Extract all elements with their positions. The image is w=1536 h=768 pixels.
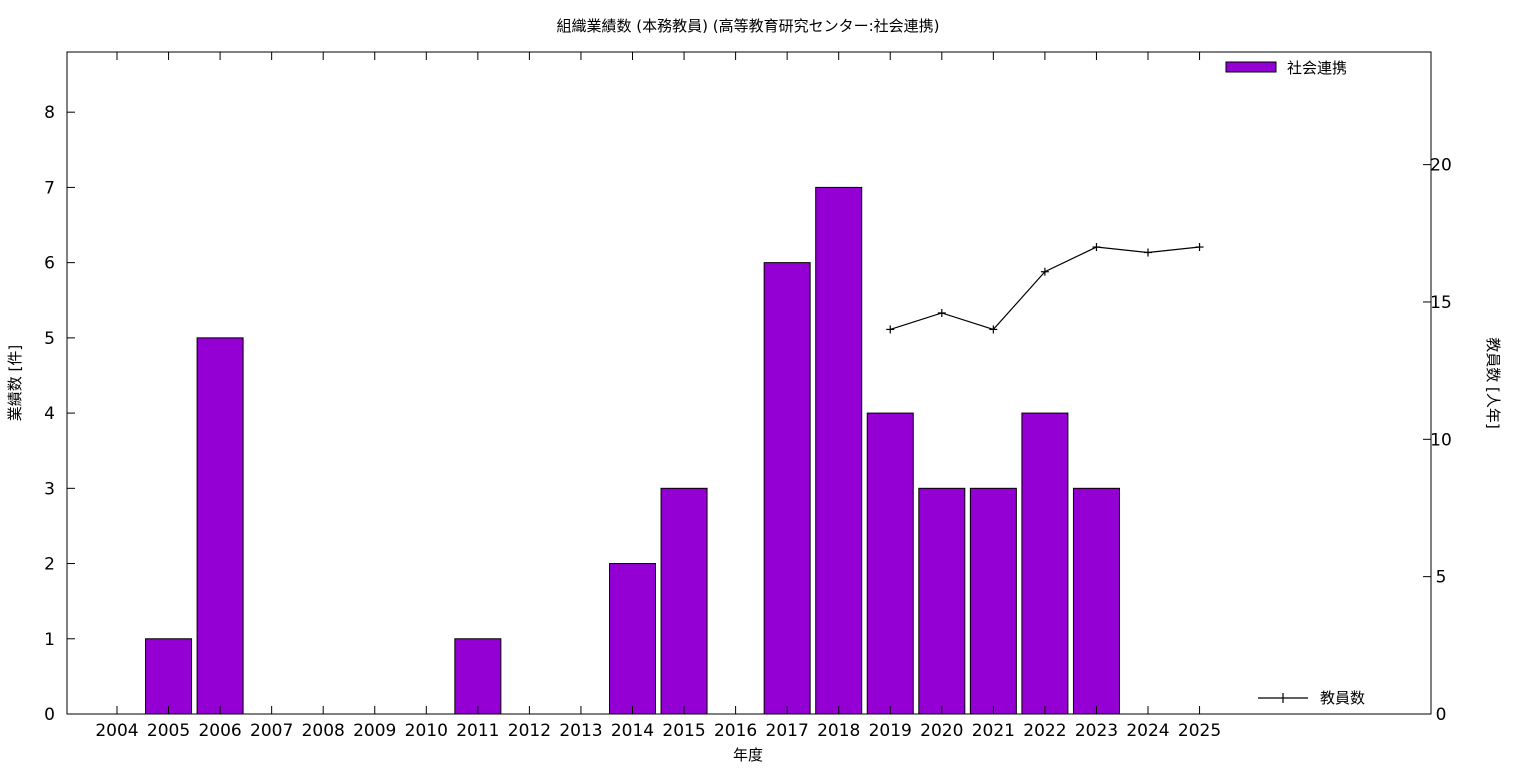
y2-tick-label: 20: [1430, 156, 1452, 176]
bar-2005: [145, 638, 193, 715]
y-tick-label: 6: [44, 254, 55, 274]
bar-2023: [1072, 487, 1120, 715]
line-point-2024: [1144, 248, 1152, 257]
bar-2019: [866, 412, 914, 715]
y-tick-label: 0: [44, 705, 55, 725]
bar-series: [145, 186, 1120, 715]
plot-frame: [66, 51, 1432, 715]
chart-title: 組織業績数 (本務教員) (高等教育研究センター:社会連携): [556, 17, 939, 35]
y-tick-label: 7: [44, 178, 55, 198]
x-tick-label: 2025: [1178, 721, 1221, 741]
y2-tick-label: 10: [1430, 430, 1452, 450]
line-point-2023: [1092, 243, 1101, 252]
x-tick-label: 2009: [353, 721, 396, 741]
bar-2006: [196, 337, 244, 715]
bar-2017: [763, 262, 811, 715]
x-tick-label: 2017: [766, 721, 809, 741]
bar-2015: [660, 487, 708, 715]
line-series: [886, 243, 1204, 334]
x-tick-label: 2022: [1023, 721, 1066, 741]
legend-line-label: 教員数: [1320, 689, 1365, 707]
y-tick-label: 5: [44, 329, 55, 349]
y2-tick-label: 5: [1436, 568, 1447, 588]
x-tick-label: 2014: [611, 721, 654, 741]
x-tick-label: 2006: [198, 721, 241, 741]
x-axis-title: 年度: [733, 746, 763, 764]
x-tick-label: 2008: [302, 721, 345, 741]
bar-2014: [609, 563, 656, 715]
bar-2011: [454, 638, 502, 715]
bar-2018: [815, 186, 863, 715]
legend-line: 教員数: [1258, 689, 1365, 707]
y2-axis-title: 教員数 [人年]: [1484, 337, 1502, 428]
y-tick-label: 3: [44, 479, 55, 499]
y-axis-left: 0 1 2 3 4 5 6 7 8: [44, 103, 75, 725]
x-tick-label: 2011: [456, 721, 499, 741]
x-tick-label: 2019: [869, 721, 912, 741]
x-tick-label: 2016: [714, 721, 757, 741]
y2-tick-label: 15: [1430, 293, 1452, 313]
line-point-2022: [1040, 267, 1049, 276]
line-point-2019: [886, 325, 895, 334]
y-tick-label: 4: [44, 404, 55, 424]
y2-tick-label: 0: [1436, 705, 1447, 725]
y-tick-label: 8: [44, 103, 55, 123]
x-tick-label: 2004: [95, 721, 138, 741]
legend-bar-swatch: [1225, 61, 1277, 73]
x-tick-label: 2020: [920, 721, 963, 741]
legend-bar-label: 社会連携: [1287, 59, 1347, 77]
bar-2022: [1021, 412, 1069, 715]
x-tick-label: 2018: [817, 721, 860, 741]
x-tick-label: 2007: [250, 721, 293, 741]
legend-bar: 社会連携: [1225, 59, 1347, 77]
y-axis-right: 0 5 10 15 20: [1423, 156, 1452, 725]
line-point-2025: [1195, 243, 1204, 252]
bar-2021: [969, 487, 1017, 715]
bar-2020: [918, 487, 966, 715]
line-point-2021: [989, 325, 998, 334]
x-tick-label: 2013: [559, 721, 602, 741]
y-tick-label: 1: [44, 630, 55, 650]
y-tick-label: 2: [44, 555, 55, 575]
x-tick-label: 2012: [508, 721, 551, 741]
x-tick-label: 2010: [405, 721, 448, 741]
x-tick-label: 2021: [972, 721, 1015, 741]
line-point-2020: [937, 308, 946, 317]
x-tick-label: 2005: [147, 721, 190, 741]
x-tick-label: 2015: [662, 721, 705, 741]
x-tick-label: 2023: [1075, 721, 1118, 741]
x-tick-label: 2024: [1126, 721, 1169, 741]
x-axis: 2004 2005 2006 2007 2008 2009 2010 2011 2012 2013…: [95, 52, 1221, 741]
y-axis-title: 業績数 [件]: [6, 345, 24, 421]
line-path: [890, 246, 1200, 331]
